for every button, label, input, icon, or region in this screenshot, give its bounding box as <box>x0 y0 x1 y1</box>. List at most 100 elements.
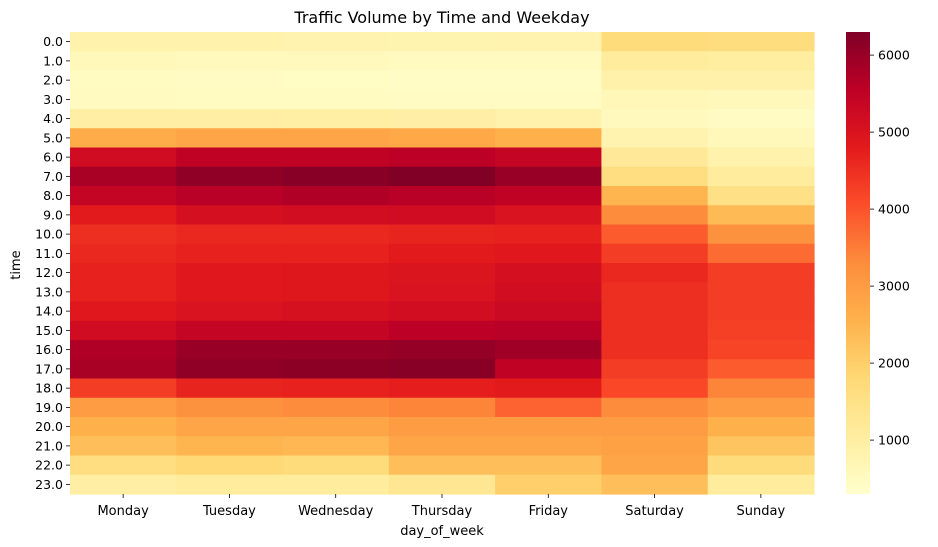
heatmap-cell <box>601 205 709 226</box>
heatmap-cell <box>707 147 815 168</box>
x-tick-label: Monday <box>97 504 149 519</box>
colorbar-tick-label: 2000 <box>878 356 910 371</box>
heatmap-cell <box>495 109 603 129</box>
heatmap-cell <box>495 455 603 476</box>
colorbar-tick-label: 1000 <box>878 433 910 448</box>
heatmap-cell <box>282 417 390 437</box>
heatmap-cell <box>282 359 390 380</box>
heatmap-cell <box>707 282 815 303</box>
y-tick-label: 19.0 <box>35 400 63 415</box>
heatmap-cell <box>282 32 390 52</box>
heatmap-cell <box>176 474 284 495</box>
heatmap-cell <box>707 378 815 399</box>
x-axis-label: day_of_week <box>400 524 484 539</box>
heatmap-cell <box>495 378 603 399</box>
y-tick-label: 21.0 <box>35 438 63 453</box>
heatmap-cell <box>388 340 496 360</box>
heatmap-cell <box>282 378 390 399</box>
y-tick-label: 1.0 <box>43 53 63 68</box>
colorbar: 1000 2000 3000 4000 5000 6000 <box>846 32 910 494</box>
heatmap-cell <box>388 455 496 476</box>
heatmap-cell <box>601 378 709 399</box>
heatmap-cell <box>176 436 284 457</box>
heatmap-cell <box>70 186 177 206</box>
heatmap-cell <box>70 205 177 226</box>
heatmap-cell <box>282 70 390 91</box>
heatmap-cell <box>601 243 709 264</box>
colorbar-tick-label: 6000 <box>878 48 910 63</box>
heatmap-cell <box>388 89 496 110</box>
heatmap-cell <box>388 378 496 399</box>
heatmap-cell <box>70 474 177 495</box>
heatmap-cell <box>601 340 709 360</box>
heatmap-cell <box>388 166 496 187</box>
y-tick-label: 3.0 <box>43 92 63 107</box>
y-tick-label: 0.0 <box>43 34 63 49</box>
heatmap-cell <box>70 147 177 168</box>
heatmap-cell <box>495 128 603 149</box>
heatmap-cell <box>70 436 177 457</box>
heatmap-cell <box>601 359 709 380</box>
heatmap-cell <box>601 417 709 437</box>
heatmap-cell <box>70 224 177 245</box>
heatmap-cell <box>70 70 177 91</box>
y-tick-label: 8.0 <box>43 188 63 203</box>
heatmap-cell <box>176 128 284 149</box>
heatmap-cell <box>70 340 177 360</box>
heatmap-cell <box>70 282 177 303</box>
heatmap-cell <box>707 474 815 495</box>
heatmap-cell <box>388 186 496 206</box>
heatmap-cell <box>495 32 603 52</box>
heatmap-cell <box>601 89 709 110</box>
heatmap-cell <box>495 263 603 283</box>
heatmap-cell <box>282 263 390 283</box>
heatmap-cell <box>176 282 284 303</box>
heatmap-cell <box>176 397 284 418</box>
colorbar-tick-label: 3000 <box>878 279 910 294</box>
heatmap-cell <box>70 455 177 476</box>
y-tick-label: 11.0 <box>35 246 63 261</box>
heatmap-cell <box>388 474 496 495</box>
y-tick-label: 13.0 <box>35 284 63 299</box>
heatmap-cell <box>495 243 603 264</box>
y-axis-label: time <box>9 250 24 279</box>
heatmap-cell <box>707 109 815 129</box>
heatmap-cell <box>388 301 496 322</box>
heatmap-cell <box>388 282 496 303</box>
heatmap-cell <box>388 51 496 72</box>
x-tick-label: Friday <box>529 504 569 519</box>
chart-title: Traffic Volume by Time and Weekday <box>293 8 589 27</box>
heatmap-cell <box>601 147 709 168</box>
heatmap-cell <box>707 455 815 476</box>
heatmap-cell <box>70 378 177 399</box>
heatmap-cell <box>282 455 390 476</box>
heatmap-cell <box>388 224 496 245</box>
heatmap-cell <box>176 205 284 226</box>
x-tick-label: Wednesday <box>298 504 374 519</box>
heatmap-cell <box>388 263 496 283</box>
heatmap-cell <box>176 340 284 360</box>
y-tick-label: 7.0 <box>43 169 63 184</box>
y-tick-label: 9.0 <box>43 207 63 222</box>
heatmap-cell <box>707 186 815 206</box>
heatmap-cell <box>601 397 709 418</box>
heatmap-cell <box>495 474 603 495</box>
heatmap-cell <box>70 359 177 380</box>
heatmap-cell <box>707 359 815 380</box>
heatmap-cell <box>707 320 815 341</box>
y-tick-label: 18.0 <box>35 381 63 396</box>
x-tick-label: Sunday <box>737 504 786 519</box>
x-tick-label: Saturday <box>625 504 684 519</box>
heatmap-cell <box>495 301 603 322</box>
heatmap-cell <box>495 417 603 437</box>
heatmap-cell <box>176 301 284 322</box>
heatmap-cell <box>707 89 815 110</box>
colorbar-tick-label: 4000 <box>878 202 910 217</box>
heatmap-cell <box>282 474 390 495</box>
heatmap-cell <box>282 301 390 322</box>
heatmap-cell <box>282 51 390 72</box>
heatmap-cell <box>707 397 815 418</box>
heatmap-cell <box>176 378 284 399</box>
heatmap-cell <box>495 186 603 206</box>
